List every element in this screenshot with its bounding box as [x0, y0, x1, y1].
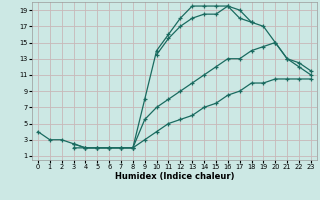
X-axis label: Humidex (Indice chaleur): Humidex (Indice chaleur) — [115, 172, 234, 181]
